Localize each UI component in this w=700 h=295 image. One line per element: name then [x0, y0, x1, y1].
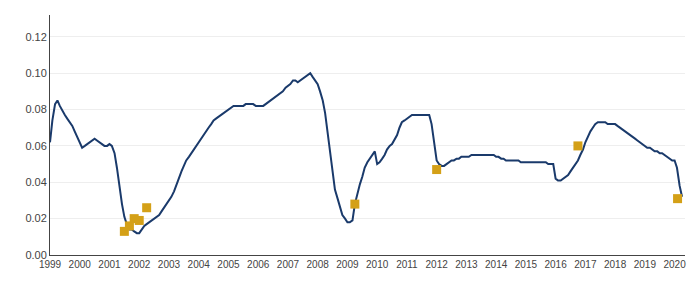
svg-text:0.06: 0.06 — [25, 140, 46, 152]
svg-text:2014: 2014 — [485, 259, 508, 270]
svg-text:2003: 2003 — [158, 259, 181, 270]
svg-text:2018: 2018 — [604, 259, 627, 270]
svg-text:2020: 2020 — [663, 259, 686, 270]
svg-text:0.10: 0.10 — [25, 67, 46, 79]
svg-text:2009: 2009 — [336, 259, 359, 270]
svg-text:2004: 2004 — [188, 259, 211, 270]
svg-text:2016: 2016 — [544, 259, 567, 270]
svg-text:2006: 2006 — [247, 259, 270, 270]
svg-text:2019: 2019 — [634, 259, 657, 270]
svg-text:2001: 2001 — [98, 259, 121, 270]
svg-text:0.02: 0.02 — [25, 212, 46, 224]
svg-text:1999: 1999 — [39, 259, 62, 270]
svg-text:0.12: 0.12 — [25, 31, 46, 43]
svg-text:2011: 2011 — [396, 259, 418, 270]
svg-text:2012: 2012 — [426, 259, 449, 270]
svg-text:2008: 2008 — [307, 259, 330, 270]
svg-text:2000: 2000 — [69, 259, 92, 270]
svg-text:2002: 2002 — [128, 259, 151, 270]
svg-text:0.04: 0.04 — [25, 176, 46, 188]
svg-text:2013: 2013 — [455, 259, 478, 270]
svg-text:0.08: 0.08 — [25, 103, 46, 115]
svg-text:2015: 2015 — [515, 259, 538, 270]
svg-text:2017: 2017 — [574, 259, 597, 270]
svg-text:2005: 2005 — [217, 259, 240, 270]
svg-text:2010: 2010 — [366, 259, 389, 270]
svg-text:2007: 2007 — [277, 259, 300, 270]
svg-text:0.00: 0.00 — [25, 249, 46, 261]
